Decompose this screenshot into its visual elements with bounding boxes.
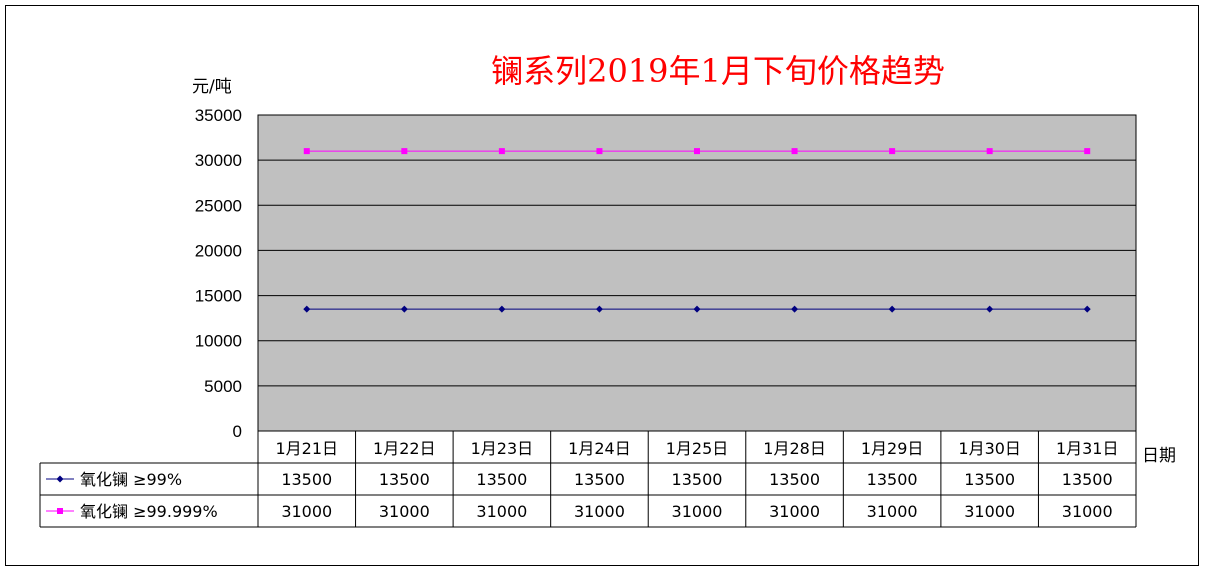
data-table-value: 31000 xyxy=(281,502,332,521)
chart-frame xyxy=(5,5,1199,566)
data-table-value: 31000 xyxy=(476,502,527,521)
x-tick-label: 1月21日 xyxy=(276,439,339,458)
data-table-value: 31000 xyxy=(867,502,918,521)
data-table-value: 13500 xyxy=(281,470,332,489)
y-tick-label: 35000 xyxy=(195,106,242,125)
x-tick-label: 1月25日 xyxy=(666,439,729,458)
y-tick-label: 25000 xyxy=(195,196,242,215)
data-point xyxy=(498,148,505,155)
data-point xyxy=(889,148,896,155)
chart-title: 镧系列2019年1月下旬价格趋势 xyxy=(491,52,945,90)
data-point xyxy=(791,305,799,313)
y-tick-label: 5000 xyxy=(204,377,242,396)
data-table-value: 31000 xyxy=(574,502,625,521)
data-point xyxy=(1084,148,1091,155)
x-tick-label: 1月31日 xyxy=(1056,439,1119,458)
data-table-value: 31000 xyxy=(672,502,723,521)
y-tick-label: 15000 xyxy=(195,287,242,306)
data-table-value: 31000 xyxy=(1062,502,1113,521)
y-axis-label: 元/吨 xyxy=(192,77,232,97)
data-table-value: 13500 xyxy=(574,470,625,489)
legend-label: 氧化镧 ≥99.999% xyxy=(80,502,218,521)
data-table-value: 13500 xyxy=(672,470,723,489)
y-tick-label: 20000 xyxy=(195,241,242,260)
data-table-value: 13500 xyxy=(867,470,918,489)
data-table-value: 31000 xyxy=(769,502,820,521)
y-tick-label: 10000 xyxy=(195,332,242,351)
data-table-value: 31000 xyxy=(379,502,430,521)
data-point xyxy=(498,305,506,313)
data-table-value: 13500 xyxy=(964,470,1015,489)
legend-label: 氧化镧 ≥99% xyxy=(80,470,182,489)
data-table-value: 13500 xyxy=(476,470,527,489)
plot-area xyxy=(257,114,1137,432)
data-point xyxy=(596,148,603,155)
data-point xyxy=(693,305,701,313)
x-tick-label: 1月24日 xyxy=(568,439,631,458)
data-point xyxy=(986,148,993,155)
x-axis-label: 日期 xyxy=(1142,446,1176,466)
y-tick-label: 30000 xyxy=(195,151,242,170)
x-tick-label: 1月23日 xyxy=(471,439,534,458)
data-point xyxy=(303,148,310,155)
data-point xyxy=(303,305,311,313)
data-table-value: 31000 xyxy=(964,502,1015,521)
data-point xyxy=(791,148,798,155)
x-tick-label: 1月29日 xyxy=(861,439,924,458)
y-tick-label: 0 xyxy=(233,422,242,441)
x-tick-label: 1月28日 xyxy=(763,439,826,458)
data-point xyxy=(400,305,408,313)
legend-marker xyxy=(57,508,63,514)
data-table-value: 13500 xyxy=(379,470,430,489)
data-table-value: 13500 xyxy=(1062,470,1113,489)
data-point xyxy=(1083,305,1091,313)
data-point xyxy=(986,305,994,313)
data-point xyxy=(888,305,896,313)
data-point xyxy=(694,148,700,155)
x-tick-label: 1月30日 xyxy=(958,439,1021,458)
data-point xyxy=(401,148,408,155)
data-table-value: 13500 xyxy=(769,470,820,489)
x-tick-label: 1月22日 xyxy=(373,439,436,458)
legend-marker xyxy=(56,475,64,483)
data-point xyxy=(595,305,603,313)
